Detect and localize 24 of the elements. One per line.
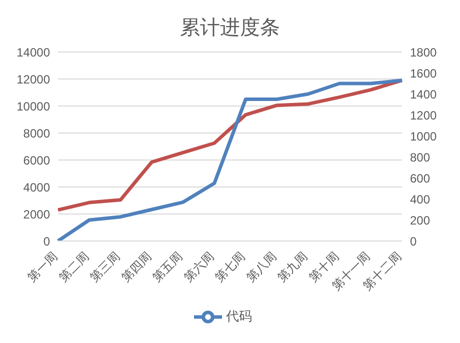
y-tick-label: 0 xyxy=(43,234,50,248)
y-tick-label: 4000 xyxy=(23,180,50,194)
legend-label: 代码 xyxy=(226,308,252,324)
y2-tick-label: 1200 xyxy=(410,108,438,122)
y-tick-label: 8000 xyxy=(23,126,50,140)
y2-tick-label: 1800 xyxy=(410,45,438,60)
line-series xyxy=(56,78,404,212)
y-tick-label: 14000 xyxy=(16,45,50,60)
y2-tick-label: 800 xyxy=(410,150,430,164)
y-tick-label: 6000 xyxy=(23,153,50,168)
y2-tick-label: 400 xyxy=(410,192,430,206)
chart-title: 累计进度条 xyxy=(179,16,281,41)
y2-tick-label: 1600 xyxy=(410,66,438,80)
x-tick-label: 第六周 xyxy=(181,249,216,285)
y-tick-label: 2000 xyxy=(23,207,50,222)
x-tick-label: 第四周 xyxy=(118,249,154,285)
y2-tick-label: 1400 xyxy=(410,87,438,102)
y2-tick-label: 600 xyxy=(410,171,430,186)
y2-tick-label: 200 xyxy=(410,213,430,228)
line-series xyxy=(56,78,404,241)
y-tick-label: 12000 xyxy=(16,72,50,86)
y2-tick-label: 0 xyxy=(410,234,417,248)
y2-tick-label: 1000 xyxy=(410,129,438,144)
y-tick-label: 10000 xyxy=(16,99,50,114)
